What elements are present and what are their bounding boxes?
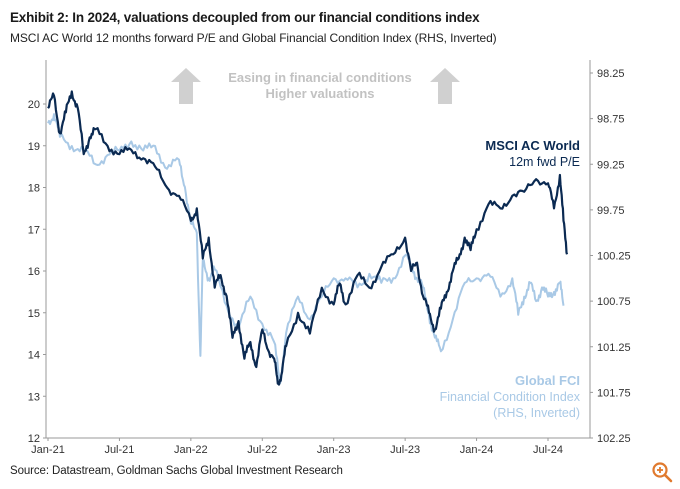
- y-left-tick-label: 20: [28, 99, 40, 111]
- series-line-global-fci: [47, 113, 565, 385]
- y-left-tick-label: 18: [28, 183, 40, 195]
- x-tick-label: Jul-23: [390, 444, 420, 456]
- x-tick-label: Jan-24: [460, 444, 494, 456]
- y-right-tick-label: 99.75: [597, 205, 625, 217]
- y-left-tick-label: 14: [28, 350, 40, 362]
- series-line-msci-ac-world: [47, 90, 569, 386]
- annotation-line-1: Easing in financial conditions: [228, 70, 411, 85]
- y-right-tick-label: 101.25: [597, 342, 631, 354]
- chart-title: Exhibit 2: In 2024, valuations decoupled…: [10, 10, 480, 25]
- y-left-tick-label: 16: [28, 266, 40, 278]
- y-right-tick-label: 99.25: [597, 159, 625, 171]
- annotation-line-2: Higher valuations: [265, 86, 374, 101]
- y-right-tick-label: 102.25: [597, 433, 631, 445]
- x-tick-label: Jul-24: [533, 444, 563, 456]
- chart-subtitle: MSCI AC World 12 months forward P/E and …: [10, 31, 497, 45]
- x-tick-label: Jul-22: [247, 444, 277, 456]
- x-tick-label: Jul-21: [104, 444, 134, 456]
- up-arrow-icon-right: [430, 68, 460, 104]
- legend-fci-line3: (RHS, Inverted): [493, 406, 580, 420]
- y-left-tick-label: 19: [28, 141, 40, 153]
- y-right-tick-label: 100.75: [597, 296, 631, 308]
- legend-msci-line2: 12m fwd P/E: [509, 155, 580, 169]
- y-right-tick-label: 98.75: [597, 114, 625, 126]
- y-left-tick-label: 17: [28, 224, 40, 236]
- annotation-arrows: Easing in financial conditions Higher va…: [171, 68, 460, 104]
- zoom-magnifier-icon[interactable]: [650, 460, 674, 484]
- up-arrow-icon-left: [171, 68, 201, 104]
- chart-frame: [45, 60, 591, 439]
- y-left-tick-label: 12: [28, 433, 40, 445]
- x-tick-label: Jan-23: [317, 444, 351, 456]
- x-tick-label: Jan-21: [31, 444, 65, 456]
- legend-fci-line2: Financial Condition Index: [440, 390, 581, 404]
- series-group: [47, 90, 569, 386]
- legend-msci-line1: MSCI AC World: [485, 138, 580, 153]
- y-left-tick-label: 13: [28, 391, 40, 403]
- axes-group: 12 13 14 15 16 17 18 19 20 98.25 98.75 99.25 99.75 10…: [28, 68, 631, 456]
- source-note: Source: Datastream, Goldman Sachs Global…: [10, 465, 343, 477]
- y-right-tick-label: 101.75: [597, 387, 631, 399]
- y-left-tick-label: 15: [28, 308, 40, 320]
- legend-group: MSCI AC World 12m fwd P/E Global FCI Fin…: [440, 138, 581, 420]
- y-right-tick-label: 98.25: [597, 68, 625, 80]
- x-tick-label: Jan-22: [174, 444, 208, 456]
- legend-fci-line1: Global FCI: [515, 373, 580, 388]
- y-right-tick-label: 100.25: [597, 251, 631, 263]
